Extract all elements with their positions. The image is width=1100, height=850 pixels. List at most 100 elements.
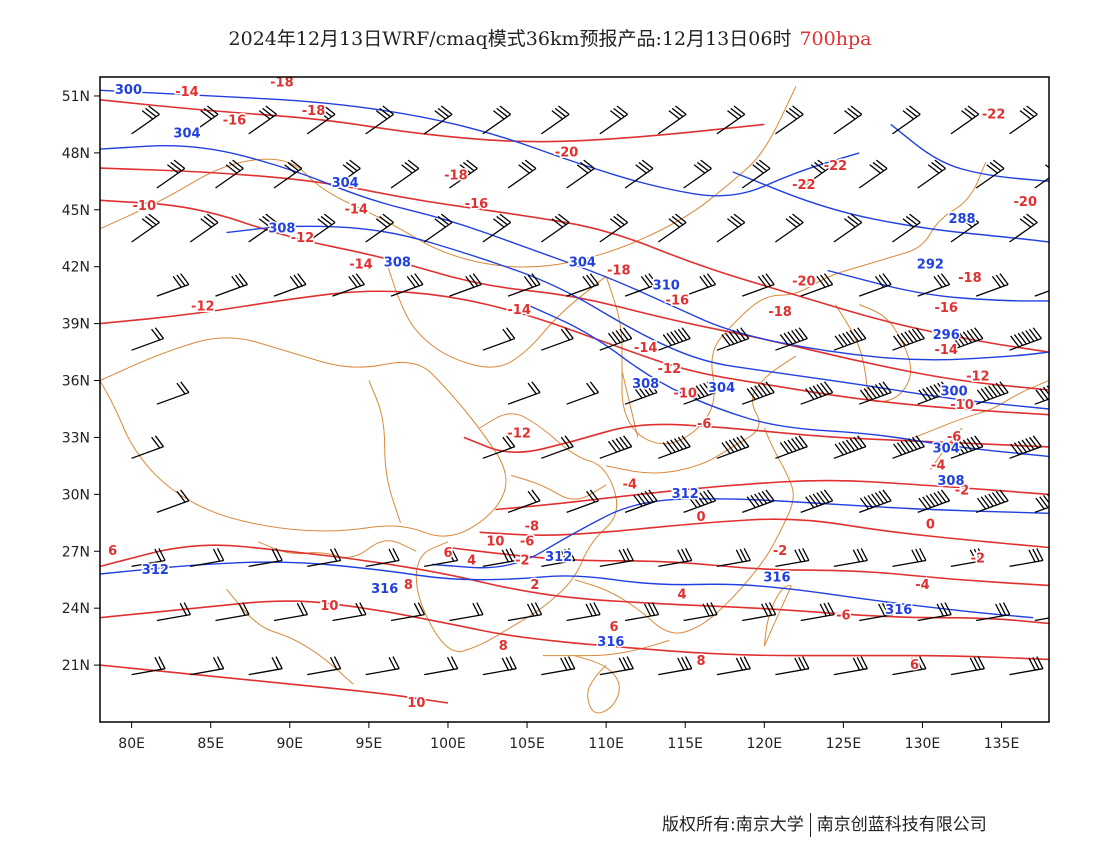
wind-barb bbox=[657, 213, 687, 243]
wind-barb bbox=[540, 213, 570, 243]
boundary-line bbox=[605, 162, 987, 445]
temperature-label: -6 bbox=[520, 535, 534, 550]
wind-barb bbox=[975, 159, 1005, 189]
temperature-label: 6 bbox=[910, 658, 919, 673]
wind-barb bbox=[859, 602, 894, 622]
wind-barb bbox=[482, 327, 516, 351]
lat-tick-label: 30N bbox=[62, 487, 90, 503]
temperature-contour bbox=[100, 600, 1049, 661]
wind-barb bbox=[248, 656, 283, 676]
temperature-label: -12 bbox=[507, 426, 531, 441]
wind-barb bbox=[892, 435, 925, 459]
wind-barb bbox=[423, 213, 453, 243]
lon-tick-label: 120E bbox=[747, 736, 783, 752]
temperature-label: 6 bbox=[108, 544, 117, 559]
geopotential-contour bbox=[732, 171, 1049, 243]
geopotential-contour bbox=[100, 144, 1049, 361]
wind-barb bbox=[482, 105, 512, 135]
wind-barb bbox=[365, 213, 394, 243]
wind-barb bbox=[507, 381, 541, 405]
wind-barb bbox=[190, 548, 225, 568]
lat-tick-label: 48N bbox=[62, 146, 90, 162]
wind-barb bbox=[541, 327, 574, 351]
title-main: 2024年12月13日WRF/cmaq模式36km预报产品:12月13日06时 bbox=[228, 28, 792, 50]
wind-barb bbox=[833, 105, 863, 135]
wind-barb bbox=[507, 489, 541, 514]
temperature-label: -6 bbox=[947, 430, 961, 445]
temperature-label: -20 bbox=[555, 146, 579, 161]
wind-barb bbox=[215, 159, 244, 189]
temperature-label: -14 bbox=[934, 343, 958, 358]
wind-barb bbox=[156, 273, 190, 297]
lon-tick-label: 110E bbox=[588, 736, 624, 752]
wind-barb bbox=[775, 548, 810, 568]
wind-barb bbox=[332, 602, 367, 622]
wind-barb bbox=[624, 159, 654, 189]
boundary-line bbox=[574, 427, 794, 634]
wind-barb bbox=[599, 327, 633, 351]
wind-barb bbox=[833, 548, 868, 568]
temperature-label: 8 bbox=[404, 578, 413, 593]
wind-barb bbox=[775, 435, 808, 459]
temperature-label: -18 bbox=[607, 263, 631, 278]
wind-barb bbox=[307, 548, 342, 568]
temperature-label: -20 bbox=[1014, 195, 1038, 210]
lat-tick-label: 42N bbox=[62, 260, 90, 276]
wind-barb bbox=[917, 273, 951, 297]
wind-barb bbox=[541, 656, 576, 676]
temperature-contour bbox=[495, 479, 1049, 511]
wind-barb bbox=[975, 381, 1009, 405]
temperature-contour bbox=[447, 546, 1049, 587]
geopotential-label: 316 bbox=[763, 571, 790, 586]
wind-barb bbox=[1009, 548, 1044, 568]
lon-tick-label: 85E bbox=[197, 736, 224, 752]
wind-barb bbox=[599, 656, 634, 676]
wind-barbs bbox=[131, 105, 1049, 676]
wind-barb bbox=[482, 435, 516, 459]
temperature-label: -10 bbox=[673, 387, 697, 402]
wind-barb bbox=[156, 159, 186, 189]
wind-barb bbox=[800, 273, 834, 297]
wind-barb bbox=[917, 489, 951, 514]
wind-barb bbox=[131, 435, 165, 459]
temperature-label: 8 bbox=[697, 654, 706, 669]
temperature-label: -16 bbox=[465, 197, 489, 212]
wind-barb bbox=[775, 327, 808, 351]
wind-barb bbox=[248, 105, 277, 135]
temperature-label: -16 bbox=[223, 113, 247, 128]
wind-barb bbox=[215, 273, 248, 297]
wind-barb bbox=[189, 105, 219, 135]
wind-barb bbox=[683, 273, 717, 297]
wind-barb bbox=[858, 381, 892, 405]
temperature-label: 0 bbox=[697, 510, 706, 525]
geopotential-labels: 300 304 304 308 308 304 310 308 304 312 312 312 316 3… bbox=[113, 82, 977, 652]
wind-barb bbox=[775, 656, 810, 676]
temperature-label: -6 bbox=[697, 417, 711, 432]
wind-barb bbox=[624, 489, 658, 514]
temperature-label: -18 bbox=[958, 271, 982, 286]
wind-barb bbox=[390, 159, 420, 189]
wind-barb bbox=[131, 213, 160, 243]
temperature-label: 10 bbox=[407, 696, 425, 711]
wind-barb bbox=[658, 548, 693, 568]
geopotential-label: 312 bbox=[672, 487, 699, 502]
wind-barb bbox=[716, 105, 746, 135]
wind-barb bbox=[390, 273, 424, 297]
temperature-contour bbox=[100, 544, 1049, 625]
lon-tick-label: 125E bbox=[826, 736, 862, 752]
temperature-label: -16 bbox=[934, 301, 958, 316]
wind-barb bbox=[741, 273, 775, 297]
wind-barb bbox=[624, 381, 658, 405]
temperature-label: -4 bbox=[623, 478, 637, 493]
temperature-label: -16 bbox=[666, 294, 690, 309]
wind-barb bbox=[892, 213, 921, 243]
wind-barb bbox=[892, 548, 927, 568]
wind-barb bbox=[215, 602, 250, 622]
wind-barb bbox=[624, 273, 658, 297]
lon-tick-label: 80E bbox=[118, 736, 145, 752]
wind-barb bbox=[741, 489, 775, 514]
temperature-contour bbox=[100, 199, 1049, 391]
temperature-label: -12 bbox=[658, 362, 682, 377]
wind-barb bbox=[306, 105, 336, 135]
wind-barb bbox=[248, 213, 277, 243]
